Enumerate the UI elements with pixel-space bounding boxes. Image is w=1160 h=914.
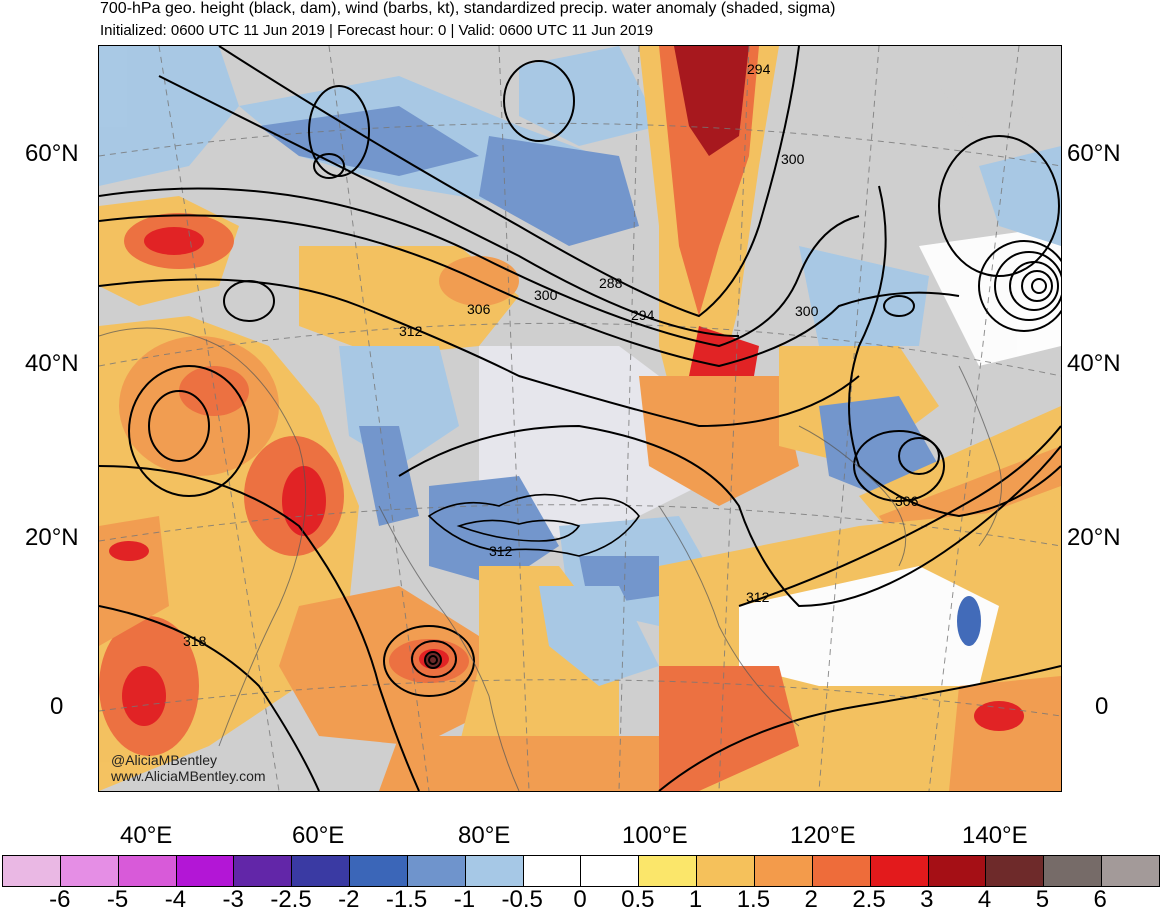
contour-label: 306 (895, 493, 919, 509)
height-contours (99, 46, 1061, 791)
coastlines (99, 327, 1002, 791)
contour-label: 312 (399, 323, 423, 339)
colorbar-swatch (812, 856, 871, 886)
lat-label-left: 0 (50, 693, 64, 720)
lat-label-left: 60°N (25, 140, 79, 167)
colorbar-tick-label: 3 (920, 886, 934, 913)
colorbar-tick-label: -4 (164, 886, 187, 913)
colorbar-swatch (928, 856, 987, 886)
colorbar-tick-label: -1 (453, 886, 476, 913)
lat-label-left: 40°N (25, 350, 79, 377)
colorbar-swatch (697, 856, 755, 886)
lon-label: 40°E (120, 822, 173, 849)
colorbar-tick-label: -2 (338, 886, 360, 913)
credit-site[interactable]: www.AliciaMBentley.com (111, 768, 266, 784)
contour-label: 318 (183, 633, 207, 649)
colorbar-tick-label: 4 (977, 886, 992, 913)
colorbar-swatch (1044, 856, 1103, 886)
colorbar-tick-label: 2 (804, 886, 818, 913)
colorbar-swatch (581, 856, 640, 886)
terrain-contours (427, 493, 640, 557)
colorbar-tick-label: 2.5 (852, 886, 886, 913)
colorbar-tick-label: 1.5 (736, 886, 771, 913)
contour-label: 294 (747, 61, 771, 77)
colorbar-tick-label: -1.5 (385, 886, 428, 913)
contour-label: 312 (746, 589, 770, 605)
lon-label: 80°E (458, 822, 511, 849)
map-title: 700-hPa geo. height (black, dam), wind (… (100, 0, 836, 17)
colorbar-swatch (407, 856, 466, 886)
tropical-cyclone (424, 651, 442, 669)
colorbar-tick-label: -6 (49, 886, 71, 913)
colorbar-tick-label: 1 (688, 886, 703, 913)
lat-label-right: 20°N (1067, 524, 1121, 551)
colorbar-swatch (986, 856, 1045, 886)
contour-label: 300 (795, 303, 819, 319)
contour-label: 300 (534, 287, 558, 303)
colorbar-swatch (523, 856, 582, 886)
colorbar-swatch (3, 856, 61, 886)
colorbar-swatch (639, 856, 698, 886)
colorbar-tick-label: 6 (1093, 886, 1107, 913)
contour-label: 306 (467, 301, 491, 317)
contour-label: 294 (631, 307, 655, 323)
colorbar-tick-label: -0.5 (501, 886, 543, 913)
map-canvas: 294 300 288 300 294 306 312 300 306 312 … (99, 46, 1061, 791)
colorbar-labels: -6 -5 -4 -3 -2.5 -2 -1.5 -1 -0.5 0 0.5 1 1.5 2 2.5 3 4 5 6 (0, 886, 1160, 913)
colorbar (2, 855, 1160, 887)
weather-map: 294 300 288 300 294 306 312 300 306 312 … (98, 45, 1062, 792)
colorbar-swatch (292, 856, 351, 886)
cyclone-rings (978, 240, 1061, 332)
map-subtitle: Initialized: 0600 UTC 11 Jun 2019 | Fore… (100, 22, 654, 39)
colorbar-tick-label: 5 (1035, 886, 1050, 913)
contour-label: 300 (781, 151, 805, 167)
lon-label: 140°E (962, 822, 1028, 849)
lon-label: 100°E (622, 822, 688, 849)
contour-label-group: 294 300 288 300 294 306 312 300 306 312 … (183, 61, 919, 649)
colorbar-tick-label: -3 (222, 886, 244, 913)
lon-label: 120°E (790, 822, 856, 849)
lat-label-right: 0 (1095, 693, 1109, 720)
colorbar-tick-label: -5 (106, 886, 129, 913)
colorbar-swatch (176, 856, 235, 886)
contour-label: 288 (599, 275, 623, 291)
colorbar-swatch (465, 856, 524, 886)
colorbar-tick-label: 0.5 (621, 886, 655, 913)
colorbar-swatch (870, 856, 929, 886)
lat-label-right: 40°N (1067, 350, 1121, 377)
colorbar-swatch (234, 856, 293, 886)
lat-label-right: 60°N (1067, 140, 1121, 167)
lon-label: 60°E (292, 822, 345, 849)
colorbar-tick-label: 0 (573, 886, 587, 913)
colorbar-swatch (118, 856, 177, 886)
lat-label-left: 20°N (25, 524, 79, 551)
colorbar-tick-label: -2.5 (270, 886, 312, 913)
colorbar-swatch (754, 856, 813, 886)
colorbar-swatch (350, 856, 408, 886)
credit-handle: @AliciaMBentley (111, 752, 218, 768)
colorbar-swatch (60, 856, 119, 886)
graticule (99, 46, 1061, 791)
colorbar-swatch (1102, 856, 1159, 886)
contour-label: 312 (489, 543, 513, 559)
